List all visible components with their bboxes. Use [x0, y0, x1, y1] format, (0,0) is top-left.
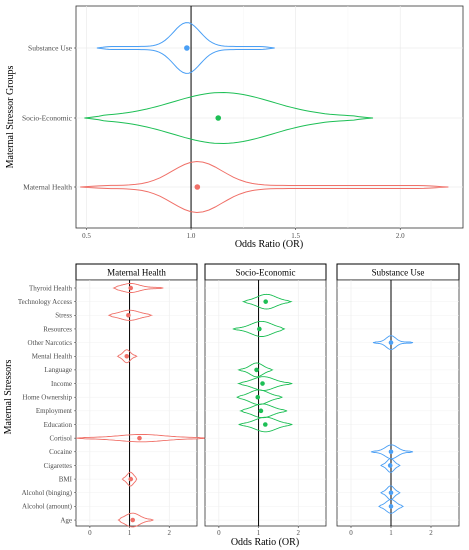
row-label-thyroid-health: Thyroid Health [29, 284, 72, 292]
row-label-stress: Stress [55, 312, 72, 320]
violin-home-ownership [236, 389, 283, 405]
point-cigarettes [387, 463, 393, 468]
category-label-socio-economic: Socio-Economic [22, 114, 73, 123]
bottom-x-axis-title: Odds Ratio (OR) [231, 537, 299, 548]
violin-cocaine [370, 444, 414, 460]
top-category-labels: Substance Use Socio-Economic Maternal Heal… [22, 44, 76, 192]
facet-background [75, 279, 198, 527]
row-label-alcohol-binging: Alcohol (binging) [22, 489, 73, 497]
violin-mental-health [116, 349, 138, 364]
row-label-other-narcotics: Other Narcotics [27, 339, 72, 347]
top-plot-background [75, 5, 464, 229]
x-tick-label: 0.5 [82, 232, 91, 240]
violin-resources [232, 320, 286, 337]
violin-other-narcotics [372, 335, 414, 350]
row-label-cocaine: Cocaine [49, 448, 72, 456]
violin-alcohol-amount [377, 499, 405, 514]
violin-age [117, 512, 154, 528]
row-label-employment: Employment [36, 407, 72, 415]
row-label-alcohol-amount: Alcohol (amount) [22, 503, 73, 511]
top-violins [80, 22, 449, 214]
x-tick-label: 2 [296, 529, 300, 537]
row-label-bmi: BMI [59, 475, 73, 483]
point-cocaine [388, 449, 394, 455]
facet-strips: Maternal Health Socio-Economic Substance U… [75, 263, 460, 281]
point-maternal-health [194, 184, 201, 190]
facet-maternal-health: 0 1 2 [75, 279, 207, 537]
x-tick-label: 2.0 [396, 232, 405, 240]
violin-employment [239, 403, 288, 419]
x-tick-label: 0 [349, 529, 353, 537]
point-resources [257, 326, 262, 332]
point-income [260, 381, 265, 386]
point-substance-use [184, 45, 190, 51]
x-tick-label: 1.0 [187, 232, 196, 240]
violin-technology-access [241, 293, 293, 310]
point-cortisol [137, 435, 142, 441]
bottom-panel: Maternal Health Socio-Economic Substance U… [3, 263, 460, 548]
x-tick-label: 1 [389, 529, 393, 537]
point-alcohol-binging [388, 490, 394, 496]
point-education [263, 422, 268, 427]
violin-substance-use [96, 22, 275, 74]
row-label-home-ownership: Home Ownership [22, 394, 72, 402]
stressor-row-labels: Thyroid Health Technology Access Stress Res… [18, 284, 76, 524]
top-gridlines [76, 6, 463, 228]
point-mental-health [124, 353, 130, 359]
x-tick-label: 1.5 [291, 232, 300, 240]
violin-thyroid-health [112, 283, 164, 293]
row-label-cigarettes: Cigarettes [44, 462, 73, 470]
violin-education [238, 416, 293, 433]
violin-language [237, 362, 274, 378]
facet-substance-use: 0 1 2 [336, 279, 460, 537]
strip-label-socio-economic: Socio-Economic [236, 268, 296, 278]
violin-maternal-health [80, 160, 449, 214]
strip-label-substance-use: Substance Use [372, 268, 425, 278]
x-tick-label: 1 [128, 529, 132, 537]
top-x-axis-title: Odds Ratio (OR) [235, 239, 303, 250]
top-panel: Substance Use Socio-Economic Maternal Heal… [5, 5, 464, 250]
category-label-substance-use: Substance Use [28, 44, 73, 53]
point-employment [258, 408, 264, 414]
point-stress [126, 313, 131, 318]
point-socio-economic [215, 115, 222, 121]
point-thyroid-health [128, 285, 134, 291]
row-label-mental-health: Mental Health [32, 353, 73, 361]
facet-socio-economic: 0 1 2 [204, 279, 327, 537]
top-x-tick-labels: 0.5 1.0 1.5 2.0 [82, 228, 405, 240]
row-label-cortisol: Cortisol [49, 434, 72, 442]
facet-background [336, 279, 460, 527]
point-bmi [128, 476, 134, 482]
row-label-language: Language [44, 366, 72, 374]
point-age [130, 517, 136, 523]
row-label-income: Income [51, 380, 72, 388]
row-label-education: Education [44, 421, 73, 429]
x-tick-label: 0 [88, 529, 92, 537]
row-label-technology-access: Technology Access [18, 298, 72, 306]
violin-income [237, 376, 293, 391]
x-tick-label: 1 [257, 529, 261, 537]
bottom-y-axis-title: Maternal Stressors [3, 360, 14, 435]
point-language [254, 367, 259, 373]
point-alcohol-amount [388, 504, 394, 509]
x-tick-label: 2 [429, 529, 433, 537]
point-technology-access [263, 299, 268, 304]
category-label-maternal-health: Maternal Health [23, 183, 72, 192]
x-tick-label: 0 [217, 529, 221, 537]
violin-cigarettes [379, 458, 401, 473]
violin-bmi [121, 471, 138, 487]
facet-panels: 0 1 2 0 1 2 0 1 2 [75, 279, 460, 537]
x-tick-label: 2 [167, 529, 171, 537]
violin-stress [107, 309, 154, 321]
violin-socio-economic [84, 91, 374, 145]
row-label-resources: Resources [43, 325, 72, 333]
point-other-narcotics [388, 340, 394, 345]
strip-label-maternal-health: Maternal Health [107, 268, 166, 278]
point-home-ownership [255, 394, 261, 400]
violin-alcohol-binging [379, 485, 401, 501]
top-y-axis-title: Maternal Stressor Groups [5, 66, 16, 169]
row-label-age: Age [60, 516, 72, 524]
